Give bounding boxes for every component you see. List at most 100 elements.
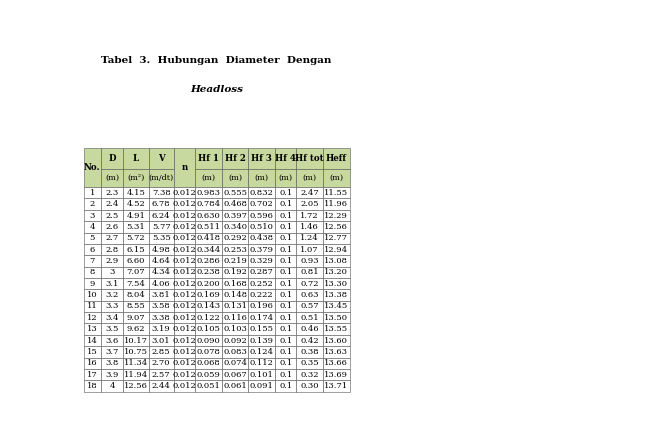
- Text: 0.192: 0.192: [223, 268, 247, 276]
- Text: 0.630: 0.630: [196, 212, 220, 220]
- Bar: [101, 232, 123, 244]
- Text: 0.418: 0.418: [196, 234, 220, 242]
- Bar: [84, 312, 101, 324]
- Text: 7.54: 7.54: [126, 280, 145, 288]
- Bar: [323, 210, 350, 221]
- Text: L: L: [133, 154, 139, 164]
- Text: 6.15: 6.15: [127, 246, 145, 254]
- Text: 8.04: 8.04: [126, 291, 145, 299]
- Bar: [248, 198, 275, 210]
- Text: 3.81: 3.81: [152, 291, 170, 299]
- Bar: [148, 278, 174, 290]
- Text: 11.94: 11.94: [124, 371, 148, 379]
- Bar: [323, 346, 350, 358]
- Bar: [101, 169, 123, 187]
- Text: 18: 18: [87, 382, 98, 390]
- Text: 0.238: 0.238: [196, 268, 220, 276]
- Text: n: n: [181, 163, 187, 172]
- Bar: [275, 169, 296, 187]
- Bar: [296, 301, 323, 312]
- Bar: [148, 221, 174, 232]
- Bar: [275, 187, 296, 198]
- Text: D: D: [109, 154, 116, 164]
- Text: 0.112: 0.112: [249, 359, 273, 367]
- Text: 0.702: 0.702: [250, 200, 273, 208]
- Bar: [174, 369, 195, 380]
- Text: 6.78: 6.78: [152, 200, 170, 208]
- Text: 0.1: 0.1: [279, 382, 292, 390]
- Text: 13.55: 13.55: [324, 325, 349, 333]
- Bar: [323, 198, 350, 210]
- Bar: [174, 290, 195, 301]
- Bar: [248, 169, 275, 187]
- Bar: [148, 380, 174, 392]
- Bar: [323, 301, 350, 312]
- Bar: [101, 369, 123, 380]
- Text: (m): (m): [105, 174, 119, 182]
- Text: 3.6: 3.6: [106, 336, 119, 345]
- Bar: [296, 267, 323, 278]
- Bar: [123, 244, 148, 255]
- Text: 0.340: 0.340: [223, 223, 247, 231]
- Bar: [101, 221, 123, 232]
- Bar: [323, 221, 350, 232]
- Text: 0.012: 0.012: [172, 200, 196, 208]
- Bar: [275, 335, 296, 346]
- Bar: [84, 278, 101, 290]
- Text: 0.1: 0.1: [279, 200, 292, 208]
- Bar: [222, 210, 248, 221]
- Bar: [275, 290, 296, 301]
- Text: Hf 3: Hf 3: [251, 154, 272, 164]
- Bar: [84, 187, 101, 198]
- Text: 0.63: 0.63: [301, 291, 319, 299]
- Text: (m): (m): [279, 174, 293, 182]
- Text: Hf tot: Hf tot: [295, 154, 324, 164]
- Bar: [84, 380, 101, 392]
- Bar: [275, 255, 296, 267]
- Bar: [123, 149, 148, 169]
- Bar: [296, 187, 323, 198]
- Text: 0.93: 0.93: [301, 257, 319, 265]
- Text: 2.7: 2.7: [106, 234, 119, 242]
- Text: (m): (m): [303, 174, 317, 182]
- Text: 13.66: 13.66: [325, 359, 349, 367]
- Text: 2: 2: [90, 200, 95, 208]
- Bar: [148, 149, 174, 169]
- Bar: [195, 232, 222, 244]
- Bar: [275, 149, 296, 169]
- Bar: [174, 267, 195, 278]
- Text: (m/dt): (m/dt): [148, 174, 174, 182]
- Bar: [195, 324, 222, 335]
- Bar: [323, 358, 350, 369]
- Text: 13.20: 13.20: [325, 268, 349, 276]
- Text: 0.832: 0.832: [249, 189, 273, 197]
- Text: 0.438: 0.438: [249, 234, 273, 242]
- Text: 12.94: 12.94: [324, 246, 349, 254]
- Text: 0.116: 0.116: [223, 314, 247, 322]
- Text: 0.091: 0.091: [249, 382, 273, 390]
- Text: 0.143: 0.143: [196, 302, 220, 310]
- Bar: [222, 346, 248, 358]
- Bar: [123, 267, 148, 278]
- Text: 9.07: 9.07: [127, 314, 145, 322]
- Text: 0.012: 0.012: [172, 223, 196, 231]
- Text: 0.1: 0.1: [279, 189, 292, 197]
- Bar: [222, 278, 248, 290]
- Bar: [222, 187, 248, 198]
- Bar: [148, 187, 174, 198]
- Text: 0.131: 0.131: [223, 302, 247, 310]
- Bar: [296, 244, 323, 255]
- Text: 0.139: 0.139: [249, 336, 273, 345]
- Bar: [195, 187, 222, 198]
- Bar: [123, 369, 148, 380]
- Bar: [323, 278, 350, 290]
- Text: 0.092: 0.092: [223, 336, 247, 345]
- Text: 0.32: 0.32: [301, 371, 319, 379]
- Text: 0.012: 0.012: [172, 234, 196, 242]
- Bar: [222, 358, 248, 369]
- Text: 2.3: 2.3: [106, 189, 119, 197]
- Text: No.: No.: [84, 163, 100, 172]
- Bar: [195, 312, 222, 324]
- Text: 0.379: 0.379: [249, 246, 273, 254]
- Text: 12.29: 12.29: [325, 212, 349, 220]
